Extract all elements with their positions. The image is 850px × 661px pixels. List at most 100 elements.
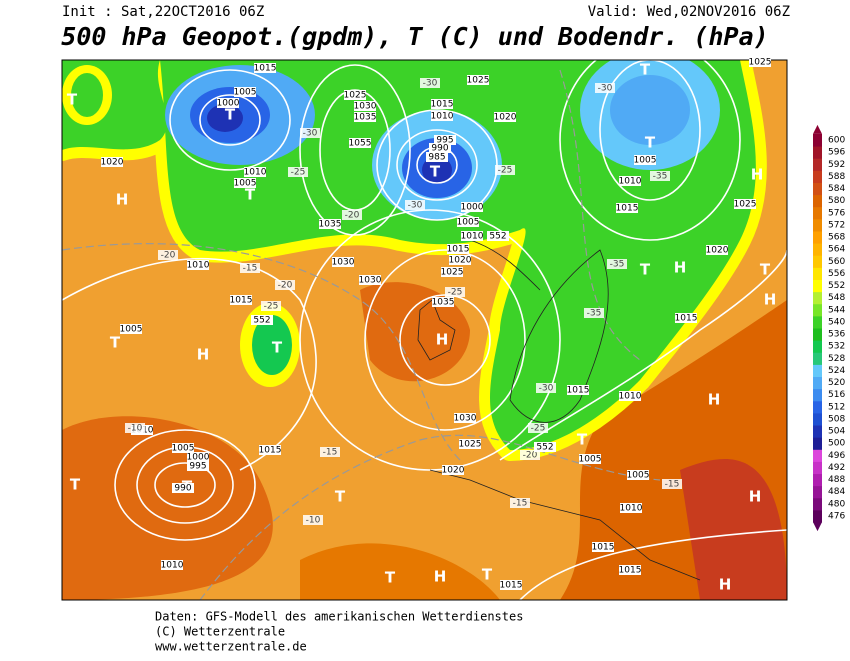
- isobar-label: 1020: [442, 466, 465, 476]
- isobar-label: 1010: [619, 177, 642, 187]
- temperature-label: -35: [653, 172, 668, 182]
- isobar-label: 552: [253, 316, 270, 326]
- isobar-label-box: [579, 454, 601, 464]
- temp-label-box: [303, 515, 323, 525]
- isobar-label: 1025: [749, 58, 772, 68]
- isobar-label-box: [567, 385, 589, 395]
- temp-label-box: [275, 280, 295, 290]
- pressure-center: H: [436, 331, 449, 349]
- color-swatch: [813, 352, 822, 365]
- isobar-label: 1035: [354, 113, 377, 123]
- temp-label-box: [595, 83, 615, 93]
- isobar-label: 995: [189, 462, 206, 472]
- color-swatch: [813, 473, 822, 487]
- pressure-center: T: [577, 431, 588, 449]
- isobar-label-box: [461, 202, 483, 212]
- temp-label-box: [650, 171, 670, 181]
- temperature-label: -25: [448, 288, 463, 298]
- temp-label-box: [495, 165, 515, 175]
- valid-time: Valid: Wed,02NOV2016 06Z: [588, 4, 790, 20]
- isobar-label: 1025: [344, 91, 367, 101]
- color-swatch: [813, 425, 822, 438]
- colorbar-label: 556: [828, 269, 845, 279]
- isobar-label: 1010: [161, 561, 184, 571]
- color-swatch: [813, 218, 822, 232]
- isobar-label-box: [217, 98, 239, 108]
- temperature-label: -20: [345, 211, 360, 221]
- map-title: 500 hPa Geopot.(gpdm), T (C) und Bodendr…: [61, 22, 768, 51]
- color-swatch: [813, 340, 822, 353]
- isobar-label-box: [244, 167, 266, 177]
- init-time: Init : Sat,22OCT2016 06Z: [62, 4, 264, 20]
- temperature-label: -15: [243, 264, 258, 274]
- isobar-label-box: [359, 275, 381, 285]
- colorbar-label: 588: [828, 172, 845, 182]
- isobar-label-box: [234, 178, 256, 188]
- isobar-label: 1010: [461, 232, 484, 242]
- colorbar-label: 476: [828, 512, 845, 522]
- temp-label-box: [320, 447, 340, 457]
- isobar-label-box: [161, 560, 183, 570]
- isobar-label: 1000: [461, 203, 484, 213]
- isobar-label-box: [354, 101, 376, 111]
- isobar-label: 1035: [432, 298, 455, 308]
- temperature-label: -30: [408, 201, 423, 211]
- temperature-label: -15: [513, 499, 528, 509]
- isobar-label-box: [619, 176, 641, 186]
- isobar-label-box: [441, 267, 463, 277]
- isobar-label-box: [426, 152, 448, 162]
- isobar-label: 1005: [579, 455, 602, 465]
- pressure-center: H: [116, 191, 129, 209]
- isobar-label: 1000: [187, 453, 210, 463]
- footer-copyright: (C) Wetterzentrale: [155, 625, 285, 639]
- pressure-center: H: [434, 568, 447, 586]
- color-swatch: [813, 230, 822, 244]
- isobar-label-box: [467, 75, 489, 85]
- isobar-label: 1020: [706, 246, 729, 256]
- isobar-label: 1015: [259, 446, 282, 456]
- isobar-label: 1015: [230, 296, 253, 306]
- color-swatch: [813, 243, 822, 256]
- isobar-label-box: [120, 324, 142, 334]
- footer-source: Daten: GFS-Modell des amerikanischen Wet…: [155, 610, 523, 624]
- color-swatch: [813, 291, 822, 305]
- isobar-label: 1015: [447, 245, 470, 255]
- isobar-label-box: [429, 143, 451, 153]
- temp-label-box: [405, 200, 425, 210]
- isobar-label: 1015: [431, 100, 454, 110]
- color-swatch: [813, 328, 822, 341]
- pressure-center: T: [67, 91, 78, 109]
- temperature-label: -30: [303, 129, 318, 139]
- isobar-label-box: [432, 297, 454, 307]
- isobar-label: 1005: [120, 325, 143, 335]
- isobar-label: 1015: [675, 314, 698, 324]
- isobar-label: 990: [431, 144, 448, 154]
- color-swatch: [813, 182, 822, 196]
- pressure-center: T: [640, 261, 651, 279]
- isobar-label: 1015: [616, 204, 639, 214]
- isobar-label: 1020: [449, 256, 472, 266]
- isobar-label-box: [101, 157, 123, 167]
- color-swatch: [813, 315, 822, 329]
- colorbar-bottom-arrow: [813, 522, 822, 532]
- temp-label-box: [261, 301, 281, 311]
- pressure-center: T: [640, 61, 651, 79]
- isobar-label-box: [447, 244, 469, 254]
- temp-label-box: [342, 210, 362, 220]
- colorbar-label: 516: [828, 390, 845, 400]
- color-swatch: [813, 158, 822, 171]
- colorbar-label: 584: [828, 184, 845, 194]
- color-swatch: [813, 412, 822, 426]
- isobar-label-box: [344, 90, 366, 100]
- colorbar-label: 528: [828, 354, 845, 364]
- pressure-center: H: [708, 391, 721, 409]
- isobar-label-box: [500, 580, 522, 590]
- isobar-label-box: [534, 442, 556, 452]
- isobar-label: 1020: [494, 113, 517, 123]
- colorbar-label: 572: [828, 220, 845, 230]
- pressure-center: H: [197, 346, 210, 364]
- color-swatch: [813, 376, 822, 390]
- isobar-label: 1015: [592, 543, 615, 553]
- isobar-label-box: [251, 315, 273, 325]
